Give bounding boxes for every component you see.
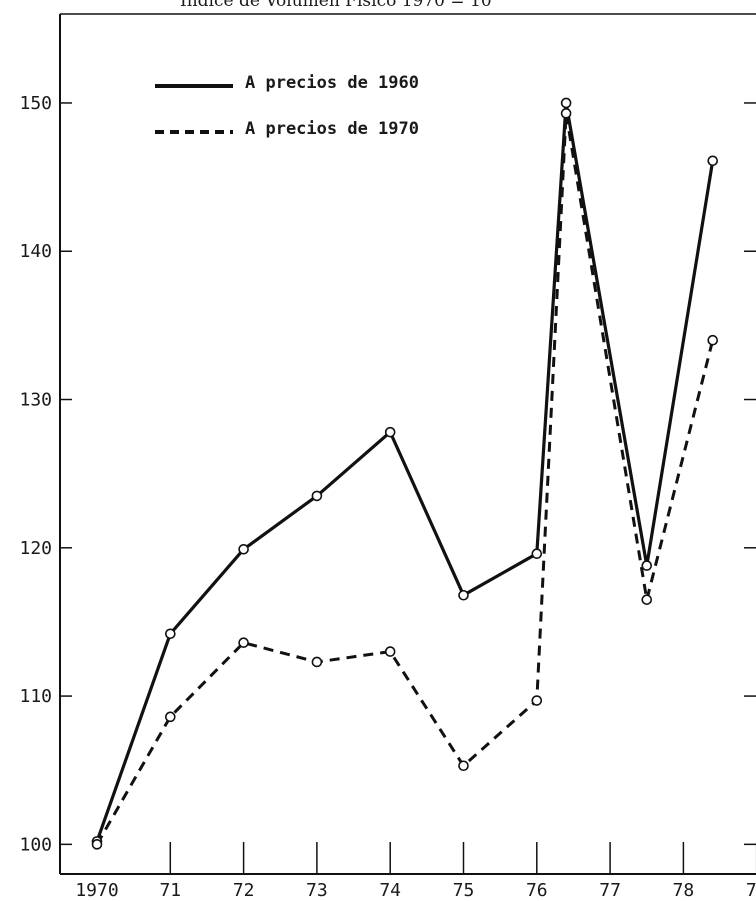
data-point-1970 bbox=[238, 637, 249, 648]
x-tick-label: 1970 bbox=[75, 880, 118, 901]
chart-title: Indice de Volumen Físico 1970 = 10 bbox=[180, 0, 492, 11]
y-tick-label: 110 bbox=[19, 686, 52, 707]
data-point-1970 bbox=[458, 760, 469, 772]
x-tick-label: 76 bbox=[526, 880, 548, 901]
series-lines bbox=[95, 101, 715, 846]
y-tick-label: 100 bbox=[19, 834, 52, 855]
series-points bbox=[91, 97, 719, 850]
y-tick-label: 120 bbox=[19, 538, 52, 559]
legend-label-1960: A precios de 1960 bbox=[245, 73, 419, 93]
data-point-1970 bbox=[165, 711, 176, 723]
data-point-1960 bbox=[311, 490, 323, 502]
x-tick-label: 78 bbox=[673, 880, 695, 901]
data-point-1960 bbox=[238, 543, 249, 555]
data-point-1960 bbox=[641, 560, 653, 571]
data-point-1970 bbox=[707, 334, 719, 346]
data-point-1970 bbox=[91, 839, 103, 850]
data-point-1960 bbox=[458, 589, 469, 601]
legend: A precios de 1960 A precios de 1970 bbox=[155, 73, 419, 139]
x-tick-label: 75 bbox=[453, 880, 475, 901]
tick-marks bbox=[60, 102, 756, 874]
data-point-1960 bbox=[531, 548, 543, 560]
data-point-1960 bbox=[165, 628, 176, 640]
y-tick-label: 140 bbox=[19, 241, 52, 262]
legend-label-1970: A precios de 1970 bbox=[245, 119, 419, 139]
x-tick-label: 77 bbox=[599, 880, 621, 901]
data-point-1970 bbox=[531, 695, 543, 706]
data-point-1970 bbox=[384, 646, 396, 657]
series-line-1970 bbox=[95, 111, 715, 846]
y-tick-label: 150 bbox=[19, 93, 52, 114]
y-tick-label: 130 bbox=[19, 390, 52, 411]
x-tick-label: 71 bbox=[159, 880, 181, 901]
axes bbox=[59, 13, 756, 875]
tick-labels: 100 110 120 130 140 150 1970 71 72 73 74 75 76 77 78 79 bbox=[19, 93, 756, 901]
x-tick-label: 79 bbox=[746, 880, 756, 901]
series-line-1960 bbox=[95, 101, 715, 842]
x-tick-label: 72 bbox=[233, 880, 255, 901]
data-point-1960 bbox=[560, 97, 572, 109]
data-point-1960 bbox=[384, 426, 396, 438]
data-point-1960 bbox=[707, 155, 719, 167]
data-point-1970 bbox=[311, 656, 323, 668]
x-tick-label: 74 bbox=[379, 880, 401, 901]
data-point-1970 bbox=[560, 108, 572, 119]
x-tick-label: 73 bbox=[306, 880, 328, 901]
data-point-1970 bbox=[641, 594, 653, 605]
